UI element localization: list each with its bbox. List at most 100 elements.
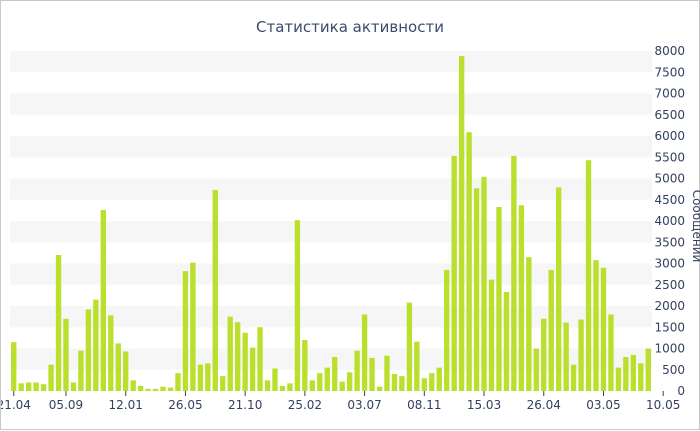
bar (11, 342, 17, 392)
x-tick-label: 10.05 (646, 398, 680, 412)
bar (137, 385, 144, 391)
x-tick-label: 03.05 (586, 398, 620, 412)
bar (242, 332, 248, 391)
bar (429, 373, 435, 391)
bar (212, 189, 218, 391)
grid-band (10, 93, 652, 115)
y-tick-label: 500 (662, 363, 685, 377)
x-tick-label: 25.02 (288, 398, 322, 412)
x-tick-label: 21.10 (228, 398, 262, 412)
bar (145, 388, 151, 392)
bar (152, 388, 159, 392)
bar (526, 257, 532, 392)
x-tick-label: 26.04 (527, 398, 561, 412)
bar (48, 364, 54, 391)
bar (100, 209, 106, 391)
bar (496, 206, 502, 391)
x-tick-label: 12.01 (109, 398, 143, 412)
x-tick-label: 05.09 (49, 398, 83, 412)
chart-title: Статистика активности (256, 18, 444, 36)
bar (361, 314, 368, 391)
bar (302, 340, 308, 391)
y-axis-ticks: 0 500 1000 1500 2000 2500 3000 3500 4000 4500 5000… (654, 44, 685, 398)
bar (481, 176, 487, 391)
bar (600, 267, 607, 391)
bar (608, 314, 614, 391)
bar (593, 260, 599, 391)
bar (287, 383, 293, 391)
bar (324, 367, 330, 392)
grid-band (10, 51, 652, 73)
bar (518, 205, 525, 391)
bar (541, 318, 547, 391)
bar (369, 357, 375, 391)
bar (578, 319, 584, 391)
bar (25, 382, 32, 391)
bar (227, 316, 233, 392)
bar (384, 355, 390, 391)
bar (317, 373, 323, 391)
grid-band (10, 348, 652, 370)
bar (548, 269, 554, 392)
bar (376, 386, 383, 391)
y-tick-label: 3500 (654, 235, 685, 249)
bar (473, 188, 480, 391)
bar (220, 376, 226, 392)
bar (190, 262, 196, 391)
grid-band (10, 178, 652, 200)
bar (167, 387, 174, 391)
y-tick-label: 3000 (654, 257, 685, 271)
y-tick-label: 2000 (654, 299, 685, 313)
bars (11, 56, 651, 392)
y-tick-label: 4500 (654, 193, 685, 207)
grid-band (10, 306, 652, 328)
grid-band (10, 263, 652, 285)
bar (414, 341, 420, 391)
x-tick-label: 26.05 (168, 398, 202, 412)
y-tick-label: 1500 (654, 320, 685, 334)
bar (421, 378, 427, 391)
bar (294, 220, 301, 391)
bar (279, 385, 286, 391)
y-tick-label: 0 (677, 384, 685, 398)
bar (399, 376, 405, 392)
bar (391, 374, 398, 391)
bar (264, 380, 271, 392)
bar (339, 381, 345, 391)
bar (40, 384, 47, 391)
y-tick-label: 6500 (654, 108, 685, 122)
bar (70, 382, 77, 391)
bar (458, 56, 465, 391)
y-tick-label: 4000 (654, 214, 685, 228)
bar (466, 132, 472, 391)
bar (615, 367, 622, 392)
bar (205, 363, 211, 392)
x-tick-label: 08.11 (407, 398, 441, 412)
bar (436, 367, 442, 392)
bar (488, 279, 495, 391)
x-tick-label: 03.07 (347, 398, 381, 412)
y-tick-label: 6000 (654, 129, 685, 143)
bar (570, 364, 577, 391)
bar (182, 271, 189, 391)
bar (115, 343, 121, 391)
bar (533, 348, 539, 391)
bar (630, 354, 637, 392)
bar (175, 373, 181, 391)
x-tick-label: 21.04 (1, 398, 31, 412)
bar (249, 347, 256, 391)
y-tick-label: 1000 (654, 342, 685, 356)
bar (444, 269, 450, 392)
bar (346, 372, 353, 391)
y-tick-label: 7500 (654, 65, 685, 79)
bar (451, 155, 457, 391)
bar (272, 368, 278, 391)
y-tick-label: 7000 (654, 87, 685, 101)
y-tick-label: 5500 (654, 150, 685, 164)
bar (638, 363, 644, 392)
y-axis-label: Сообщений (690, 190, 700, 263)
y-tick-label: 8000 (654, 44, 685, 58)
bar (563, 322, 569, 391)
bar (556, 187, 562, 391)
